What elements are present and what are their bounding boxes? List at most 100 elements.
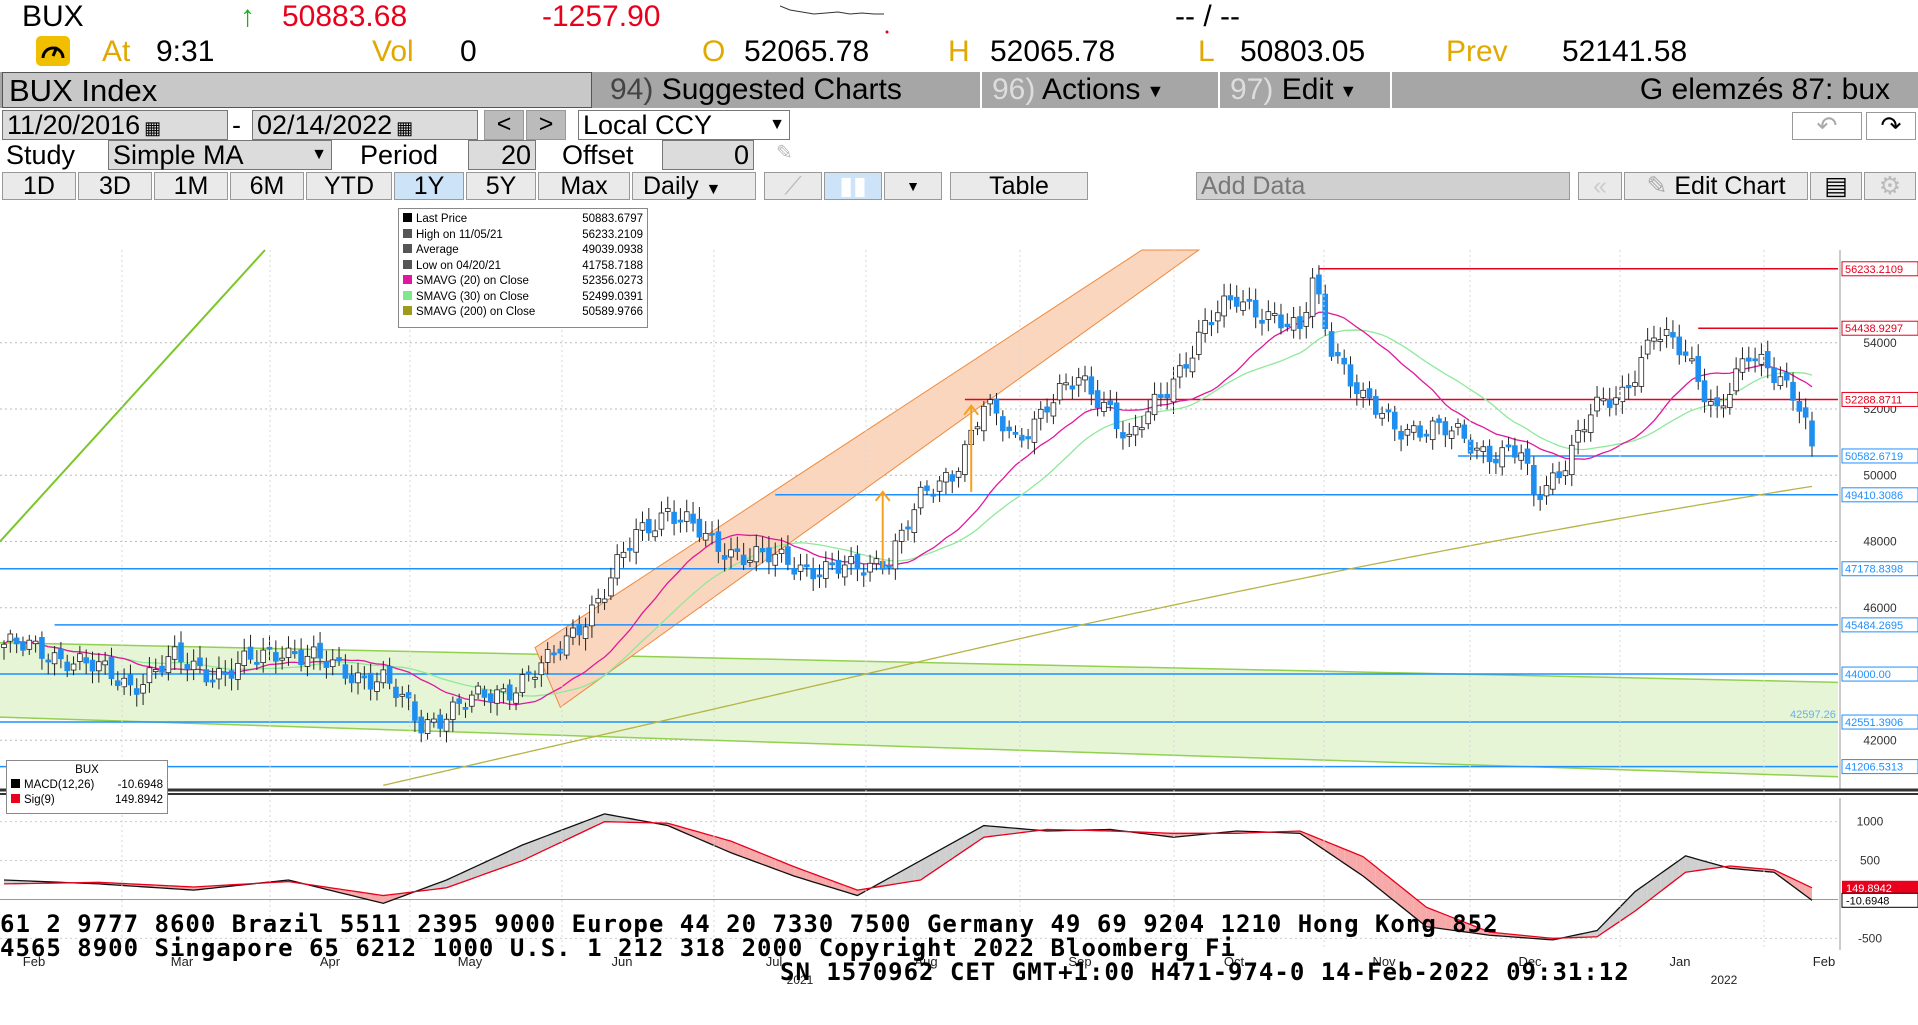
- macd-histogram-fill: [1653, 873, 1661, 897]
- macd-histogram-fill: [1457, 919, 1465, 932]
- candle-body: [841, 564, 848, 578]
- macd-histogram-fill: [1407, 892, 1414, 917]
- add-data-input[interactable]: Add Data: [1196, 172, 1570, 200]
- candle-body: [1366, 388, 1373, 399]
- candle-body: [1183, 364, 1189, 369]
- candle-body: [1082, 375, 1088, 381]
- legend-swatch: [403, 275, 412, 284]
- candle-body: [1625, 384, 1632, 389]
- candle-body: [538, 662, 545, 676]
- pencil-icon[interactable]: ✎: [776, 142, 793, 164]
- candle-body: [1120, 432, 1126, 439]
- range-3d[interactable]: 3D: [78, 172, 152, 200]
- candle-body: [1587, 414, 1594, 433]
- candle-body: [1341, 357, 1347, 365]
- candle-body: [228, 670, 235, 679]
- gear-icon[interactable]: ⚙: [1864, 172, 1916, 200]
- candle-body: [1208, 322, 1215, 326]
- level-tag: [1841, 261, 1918, 277]
- currency-select[interactable]: Local CCY ▼: [578, 110, 790, 140]
- end-date-field[interactable]: 02/14/2022 ▦: [252, 110, 478, 140]
- range-5y[interactable]: 5Y: [466, 172, 536, 200]
- candle-body: [380, 669, 387, 684]
- candle-body: [1328, 331, 1335, 357]
- range-1d[interactable]: 1D: [2, 172, 76, 200]
- macd-tag: [1841, 892, 1918, 908]
- undo-icon[interactable]: ↶: [1792, 112, 1862, 140]
- prev-period-button[interactable]: <: [484, 110, 524, 140]
- candle-body: [1031, 418, 1038, 443]
- legend-value: 50589.9766: [582, 306, 643, 318]
- candle-body: [26, 639, 33, 650]
- candle-body: [917, 486, 924, 509]
- redo-icon[interactable]: ↷: [1866, 112, 1916, 140]
- candle-body: [601, 598, 608, 603]
- candle-body: [1758, 353, 1765, 365]
- study-select[interactable]: Simple MA ▼: [108, 140, 332, 170]
- offset-input[interactable]: 0: [662, 140, 754, 170]
- candle-body: [1644, 339, 1651, 355]
- candle-body: [367, 672, 374, 690]
- candle-chart-icon[interactable]: ▮▮: [824, 172, 882, 200]
- legend-swatch: [403, 213, 412, 222]
- candle-body: [823, 561, 829, 579]
- candle-body: [1018, 434, 1025, 441]
- chart-settings-icon[interactable]: ▤: [1810, 172, 1862, 200]
- level-tag: [1841, 666, 1918, 682]
- candle-body: [456, 698, 462, 704]
- table-button[interactable]: Table: [950, 172, 1088, 200]
- candle-body: [1195, 331, 1202, 355]
- legend-row: Last Price 50883.6797: [403, 212, 643, 228]
- edit-menu[interactable]: 97) Edit ▼: [1218, 72, 1400, 108]
- macd-histogram-fill: [376, 894, 384, 904]
- candle-body: [532, 676, 538, 680]
- candle-body: [930, 493, 937, 497]
- month-label: Jan: [1670, 954, 1691, 969]
- candle-body: [873, 558, 880, 565]
- macd-histogram-fill: [579, 821, 586, 834]
- candle-body: [1373, 396, 1379, 415]
- legend-name: SMAVG (200) on Close: [416, 306, 536, 318]
- level-label: 54438.9297: [1845, 323, 1903, 335]
- candle-body: [127, 674, 134, 686]
- range-max[interactable]: Max: [538, 172, 630, 200]
- macd-histogram-fill: [737, 843, 744, 858]
- candle-body: [1708, 401, 1714, 406]
- candle-body: [1720, 405, 1727, 409]
- edit-chart-button[interactable]: ✎ Edit Chart: [1624, 172, 1808, 200]
- candle-body: [772, 553, 779, 566]
- date-controls: 11/20/2016 ▦ - 02/14/2022 ▦ < > Local CCY ▼…: [0, 110, 1918, 140]
- line-chart-icon[interactable]: ⟋: [764, 172, 822, 200]
- range-6m[interactable]: 6M: [230, 172, 304, 200]
- macd-histogram-fill: [1451, 917, 1458, 931]
- range-1m[interactable]: 1M: [154, 172, 228, 200]
- candle-body: [1543, 485, 1550, 497]
- sma200-line: [383, 485, 1813, 786]
- calendar-icon[interactable]: ▦: [144, 118, 162, 138]
- candle-body: [266, 646, 273, 650]
- next-period-button[interactable]: >: [526, 110, 566, 140]
- candle-body: [1727, 394, 1733, 408]
- range-ytd[interactable]: YTD: [306, 172, 392, 200]
- frequency-select[interactable]: Daily ▼: [632, 172, 756, 200]
- chevron-down-icon: ▼: [311, 146, 327, 163]
- price-chart[interactable]: 4200044000460004800050000520005400056233…: [0, 200, 1918, 1020]
- candle-body: [905, 526, 911, 530]
- start-date-field[interactable]: 11/20/2016 ▦: [2, 110, 228, 140]
- candle-body: [222, 671, 229, 675]
- gauge-icon[interactable]: [36, 36, 70, 66]
- period-input[interactable]: 20: [468, 140, 536, 170]
- chart-type-dropdown-icon[interactable]: ▼: [884, 172, 942, 200]
- high-label: H: [948, 35, 970, 68]
- collapse-icon[interactable]: «: [1578, 172, 1622, 200]
- macd-histogram-fill: [541, 835, 548, 852]
- candle-body: [1537, 494, 1543, 500]
- macd-histogram-fill: [914, 860, 921, 882]
- macd-histogram-fill: [1388, 876, 1395, 902]
- macd-histogram-fill: [1356, 854, 1364, 877]
- candle-body: [77, 653, 83, 662]
- suggested-charts-menu[interactable]: 94) Suggested Charts: [596, 72, 990, 108]
- calendar-icon[interactable]: ▦: [396, 118, 414, 138]
- range-1y[interactable]: 1Y: [394, 172, 464, 200]
- actions-menu[interactable]: 96) Actions ▼: [980, 72, 1228, 108]
